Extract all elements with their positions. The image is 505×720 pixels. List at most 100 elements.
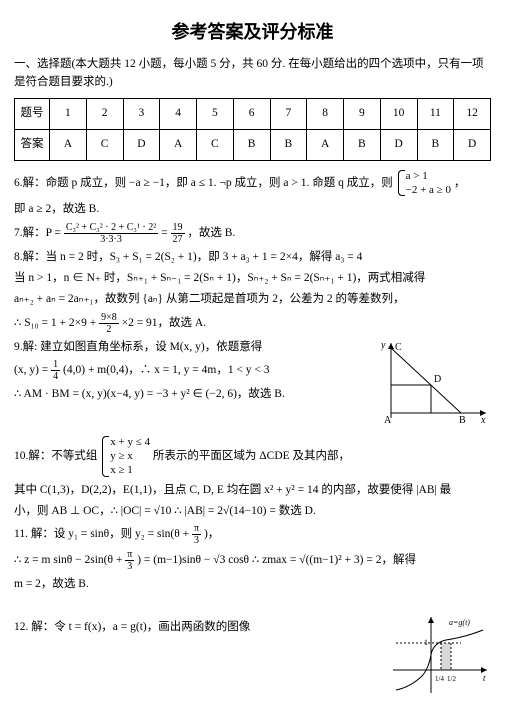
q9-svg: C D A B x y [381, 338, 491, 428]
q9-text: (4,0) + m(0,4)，∴ x = 1, y = 4m，1 < y < 3 [63, 364, 270, 376]
col-num: 12 [454, 98, 491, 129]
q10-lead: 10.解：不等式组 [14, 450, 97, 462]
col-num: 10 [380, 98, 417, 129]
col-num: 2 [86, 98, 123, 129]
col-num: 9 [344, 98, 381, 129]
q11-line: 11. 解：设 y₁ = sinθ，则 y₂ = sin(θ + π 3 )， [14, 523, 491, 546]
col-num: 3 [123, 98, 160, 129]
label-c: C [395, 342, 402, 353]
q11-text: )， [204, 529, 219, 541]
numerator: C₃² + C₃² · 2 + C₃¹ · 2² [64, 222, 158, 234]
label-a-gt: a=g(t) [449, 618, 470, 627]
numerator: π [125, 549, 134, 561]
answer-cell: C [86, 129, 123, 160]
answer-cell: D [380, 129, 417, 160]
answer-cell: A [50, 129, 87, 160]
q12-figure: a=g(t) 1 1/4 1/2 t [391, 615, 491, 695]
q12-svg: a=g(t) 1 1/4 1/2 t [391, 615, 491, 695]
q8-line: 8.解：当 n = 2 时，S₃ + S₁ = 2(S₂ + 1)，即 3 + … [14, 248, 491, 266]
brace-row: a > 1 [406, 169, 451, 183]
equals: = [161, 227, 168, 239]
q9-text: ∴ AM · BM = (x, y)(x−4, y) = −3 + y² ∈ (… [14, 388, 285, 400]
fraction: π 3 [125, 549, 134, 572]
q10-line: 其中 C(1,3)，D(2,2)，E(1,1)，且点 C, D, E 均在圆 x… [14, 481, 491, 499]
answer-cell: B [270, 129, 307, 160]
col-num: 4 [160, 98, 197, 129]
fraction: 19 27 [171, 222, 185, 245]
row-label: 题号 [15, 98, 50, 129]
page-title: 参考答案及评分标准 [14, 18, 491, 47]
q10-tail: 所表示的平面区域为 ΔCDE 及其内部， [153, 450, 350, 462]
q6-text: 6.解：命题 p 成立，则 −a ≥ −1，即 a ≤ 1. ¬p 成立，则 a… [14, 177, 393, 189]
answer-table: 题号 1 2 3 4 5 6 7 8 9 10 11 12 答案 A C D A… [14, 98, 491, 161]
label-b: B [459, 415, 466, 426]
answer-cell: D [123, 129, 160, 160]
table-row-numbers: 题号 1 2 3 4 5 6 7 8 9 10 11 12 [15, 98, 491, 129]
q9-text: (x, y) = [14, 364, 48, 376]
denominator: 27 [171, 234, 185, 245]
q9-figure: C D A B x y [381, 338, 491, 428]
denominator: 4 [51, 371, 60, 382]
section-intro: 一、选择题(本大题共 12 小题，每小题 5 分，共 60 分. 在每小题给出的… [14, 55, 491, 92]
answer-cell: B [233, 129, 270, 160]
q8-text: ∴ S₁₀ = 1 + 2×9 + [14, 317, 96, 329]
brace-row: y ≥ x [110, 449, 150, 463]
q8-line: aₙ₊₂ + aₙ = 2aₙ₊₁，故数列 {aₙ} 从第二项起是首项为 2，公… [14, 290, 491, 308]
tick-14: 1/4 [435, 675, 444, 683]
answer-cell: A [307, 129, 344, 160]
row-label: 答案 [15, 129, 50, 160]
q8-line: ∴ S₁₀ = 1 + 2×9 + 9×8 2 ×2 = 91，故选 A. [14, 312, 491, 335]
answer-cell: A [160, 129, 197, 160]
label-a: A [384, 415, 392, 426]
numerator: π [192, 523, 201, 535]
q7-line: 7.解：P = C₃² + C₃² · 2 + C₃¹ · 2² 3·3·3 =… [14, 222, 491, 245]
label-d: D [434, 374, 441, 385]
q7-lead: 7.解：P = [14, 227, 61, 239]
brace-row: x ≥ 1 [110, 463, 150, 477]
brace-icon: x + y ≤ 4 y ≥ x x ≥ 1 [100, 435, 150, 478]
answer-cell: B [344, 129, 381, 160]
q11-text: 11. 解：设 y₁ = sinθ，则 y₂ = sin(θ + [14, 529, 189, 541]
col-num: 6 [233, 98, 270, 129]
q11-line: ∴ z = m sinθ − 2sin(θ + π 3 ) = (m−1)sin… [14, 549, 491, 572]
q10-line: 小，则 AB ⊥ OC，∴ |OC| = √10 ∴ |AB| = 2√(14−… [14, 502, 491, 520]
q8-line: 当 n > 1，n ∈ N₊ 时，Sₙ₊₁ + Sₙ₋₁ = 2(Sₙ + 1)… [14, 269, 491, 287]
brace-icon: a > 1 −2 + a ≥ 0 [396, 169, 451, 198]
table-row-answers: 答案 A C D A C B B A B D B D [15, 129, 491, 160]
axis-t: t [483, 673, 486, 683]
fraction: 9×8 2 [99, 312, 119, 335]
col-num: 1 [50, 98, 87, 129]
col-num: 7 [270, 98, 307, 129]
brace-row: −2 + a ≥ 0 [406, 183, 451, 197]
denominator: 3 [125, 561, 134, 572]
q11-text: ) = (m−1)sinθ − √3 cosθ ∴ zmax = √((m−1)… [137, 555, 416, 567]
q6-line1: 6.解：命题 p 成立，则 −a ≥ −1，即 a ≤ 1. ¬p 成立，则 a… [14, 169, 491, 198]
denominator: 2 [99, 324, 119, 335]
fraction: 1 4 [51, 359, 60, 382]
q6-line2: 即 a ≥ 2，故选 B. [14, 200, 491, 218]
col-num: 11 [417, 98, 454, 129]
denominator: 3·3·3 [64, 234, 158, 245]
label-y: y [381, 340, 386, 351]
brace-row: x + y ≤ 4 [110, 435, 150, 449]
answer-cell: C [197, 129, 234, 160]
col-num: 8 [307, 98, 344, 129]
denominator: 3 [192, 535, 201, 546]
fraction: C₃² + C₃² · 2 + C₃¹ · 2² 3·3·3 [64, 222, 158, 245]
tick-12: 1/2 [447, 675, 456, 683]
numerator: 19 [171, 222, 185, 234]
label-x: x [480, 415, 486, 426]
numerator: 1 [51, 359, 60, 371]
label-one: 1 [424, 638, 428, 647]
q10-line: 10.解：不等式组 x + y ≤ 4 y ≥ x x ≥ 1 所表示的平面区域… [14, 435, 491, 478]
q6-text: ， [454, 177, 466, 189]
answer-cell: B [417, 129, 454, 160]
numerator: 9×8 [99, 312, 119, 324]
q11-line: m = 2，故选 B. [14, 575, 491, 593]
fraction: π 3 [192, 523, 201, 546]
q8-text: ×2 = 91，故选 A. [122, 317, 207, 329]
q7-tail: ，故选 B. [187, 227, 235, 239]
q11-text: ∴ z = m sinθ − 2sin(θ + [14, 555, 122, 567]
answer-cell: D [454, 129, 491, 160]
col-num: 5 [197, 98, 234, 129]
